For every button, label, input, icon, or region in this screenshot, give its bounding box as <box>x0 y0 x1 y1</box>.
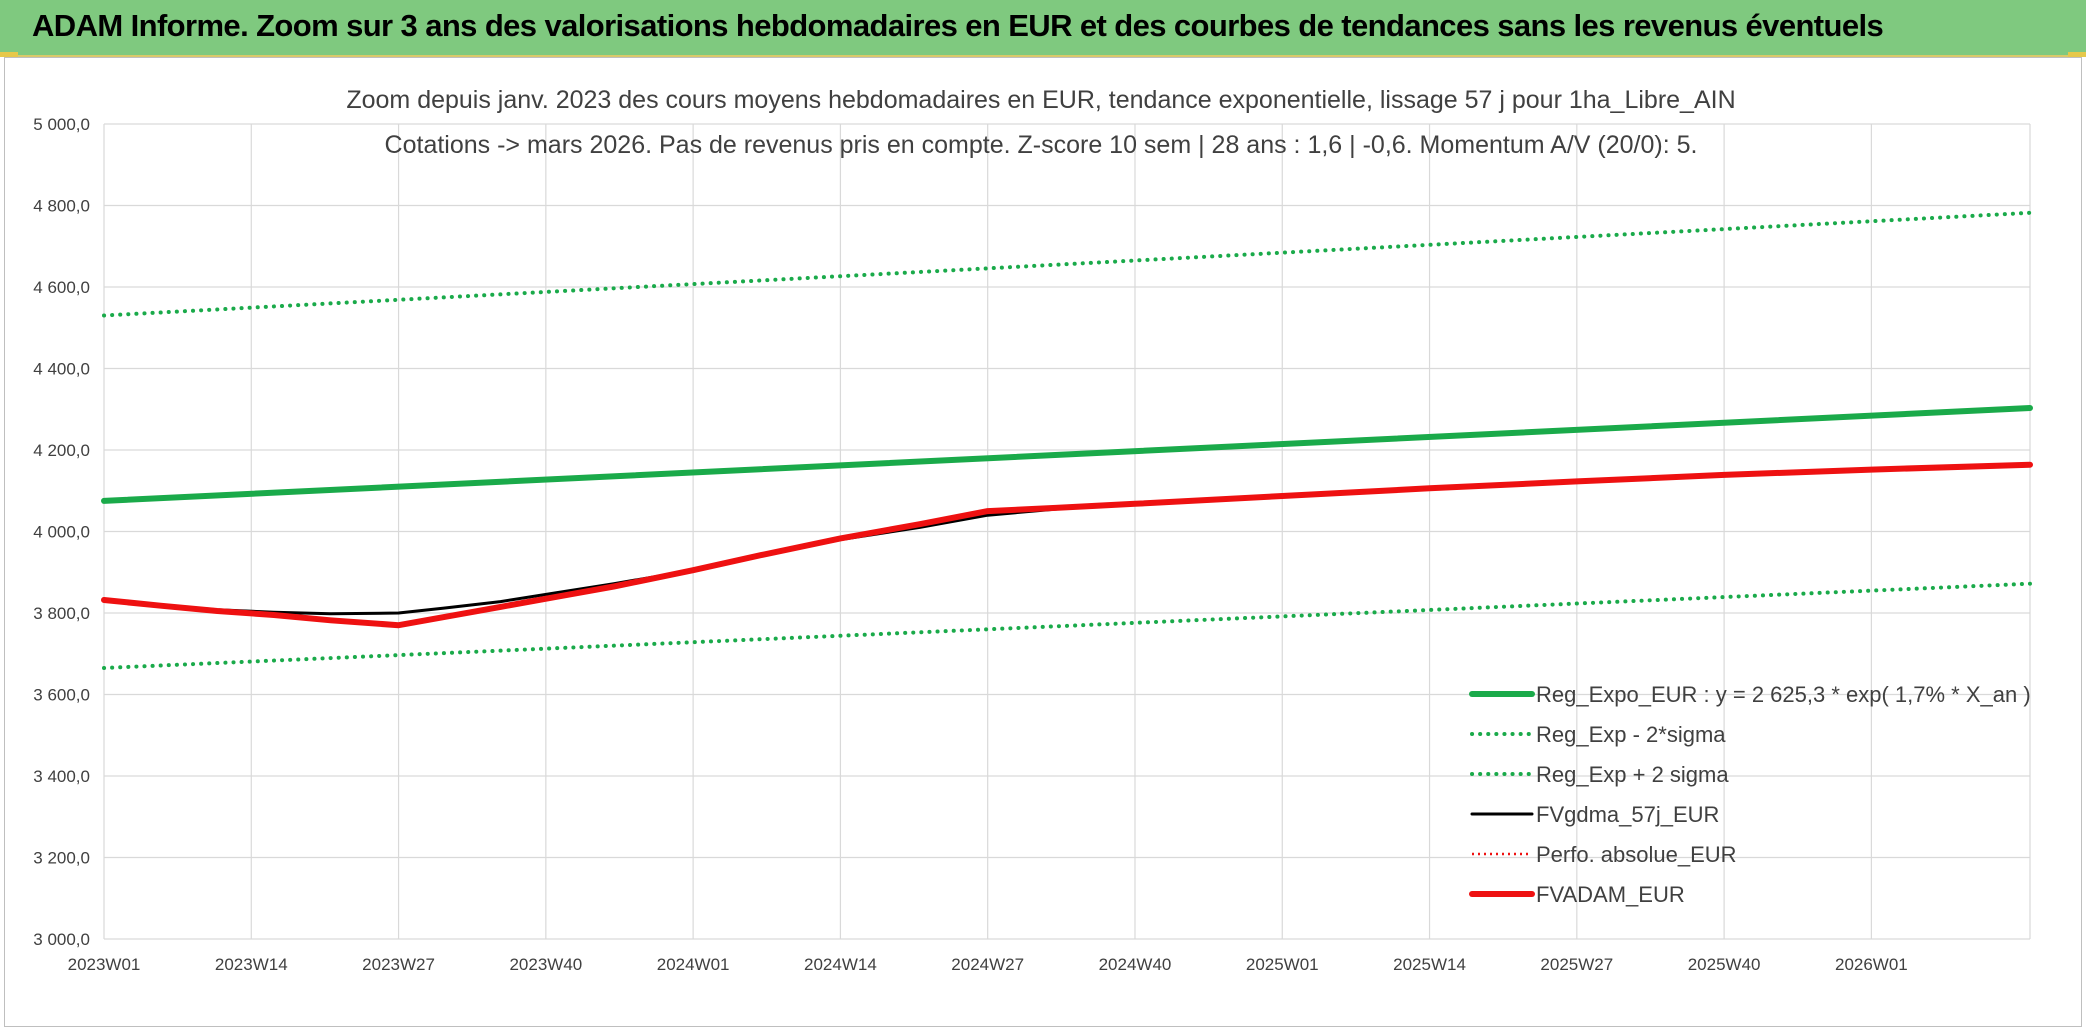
series-lines <box>101 210 2033 670</box>
legend-label: Perfo. absolue_EUR <box>1536 842 1737 867</box>
y-axis-ticks: 3 000,0 3 200,0 3 400,0 3 600,0 3 800,0 4 000… <box>33 115 90 949</box>
x-axis-ticks: 2023W01 2023W14 2023W27 2023W40 2024W01 2024W… <box>68 955 1908 974</box>
x-tick-label: 2024W14 <box>804 955 877 974</box>
x-tick-label: 2026W01 <box>1835 955 1908 974</box>
y-tick-label: 4 400,0 <box>33 360 90 379</box>
report-header: ADAM Informe. Zoom sur 3 ans des valoris… <box>0 0 2086 57</box>
series-line-reg-exp-2-sigma <box>102 210 2032 318</box>
x-tick-label: 2023W27 <box>362 955 435 974</box>
legend-label: Reg_Expo_EUR : y = 2 625,3 * exp( 1,7% *… <box>1536 682 2031 707</box>
chart-subtitle: Cotations -> mars 2026. Pas de revenus p… <box>385 131 1698 159</box>
y-tick-label: 4 200,0 <box>33 441 90 460</box>
x-tick-label: 2023W14 <box>215 955 288 974</box>
x-tick-label: 2024W27 <box>951 955 1024 974</box>
series-line-reg-expo-eur-y-2-625-3-exp-1-7-x-an <box>101 405 2033 504</box>
y-tick-label: 3 400,0 <box>33 767 90 786</box>
y-tick-label: 5 000,0 <box>33 115 90 134</box>
legend-label: Reg_Exp + 2 sigma <box>1536 762 1729 787</box>
x-tick-label: 2025W01 <box>1246 955 1319 974</box>
y-tick-label: 4 800,0 <box>33 197 90 216</box>
x-tick-label: 2024W40 <box>1099 955 1172 974</box>
legend-label: Reg_Exp - 2*sigma <box>1536 722 1726 747</box>
grid-lines <box>103 123 2031 940</box>
corner-mark-right <box>2068 52 2086 57</box>
y-tick-label: 3 800,0 <box>33 604 90 623</box>
x-tick-label: 2023W01 <box>68 955 141 974</box>
x-tick-label: 2025W40 <box>1688 955 1761 974</box>
legend-label: FVADAM_EUR <box>1536 882 1685 907</box>
series-line-reg-exp-2-sigma <box>102 581 2032 670</box>
y-tick-label: 3 000,0 <box>33 930 90 949</box>
corner-mark-left <box>0 52 18 57</box>
series-line-perfo-absolue-eur <box>103 463 2031 627</box>
x-tick-label: 2023W40 <box>509 955 582 974</box>
legend: Reg_Expo_EUR : y = 2 625,3 * exp( 1,7% *… <box>1469 682 2031 907</box>
report-title: ADAM Informe. Zoom sur 3 ans des valoris… <box>32 8 1884 43</box>
y-tick-label: 4 600,0 <box>33 278 90 297</box>
legend-label: FVgdma_57j_EUR <box>1536 802 1719 827</box>
x-tick-label: 2024W01 <box>657 955 730 974</box>
y-tick-label: 3 200,0 <box>33 849 90 868</box>
chart-frame <box>4 57 2082 1027</box>
y-tick-label: 3 600,0 <box>33 686 90 705</box>
y-tick-label: 4 000,0 <box>33 523 90 542</box>
chart-title: Zoom depuis janv. 2023 des cours moyens … <box>346 86 1735 114</box>
x-tick-label: 2025W14 <box>1393 955 1466 974</box>
x-tick-label: 2025W27 <box>1540 955 1613 974</box>
